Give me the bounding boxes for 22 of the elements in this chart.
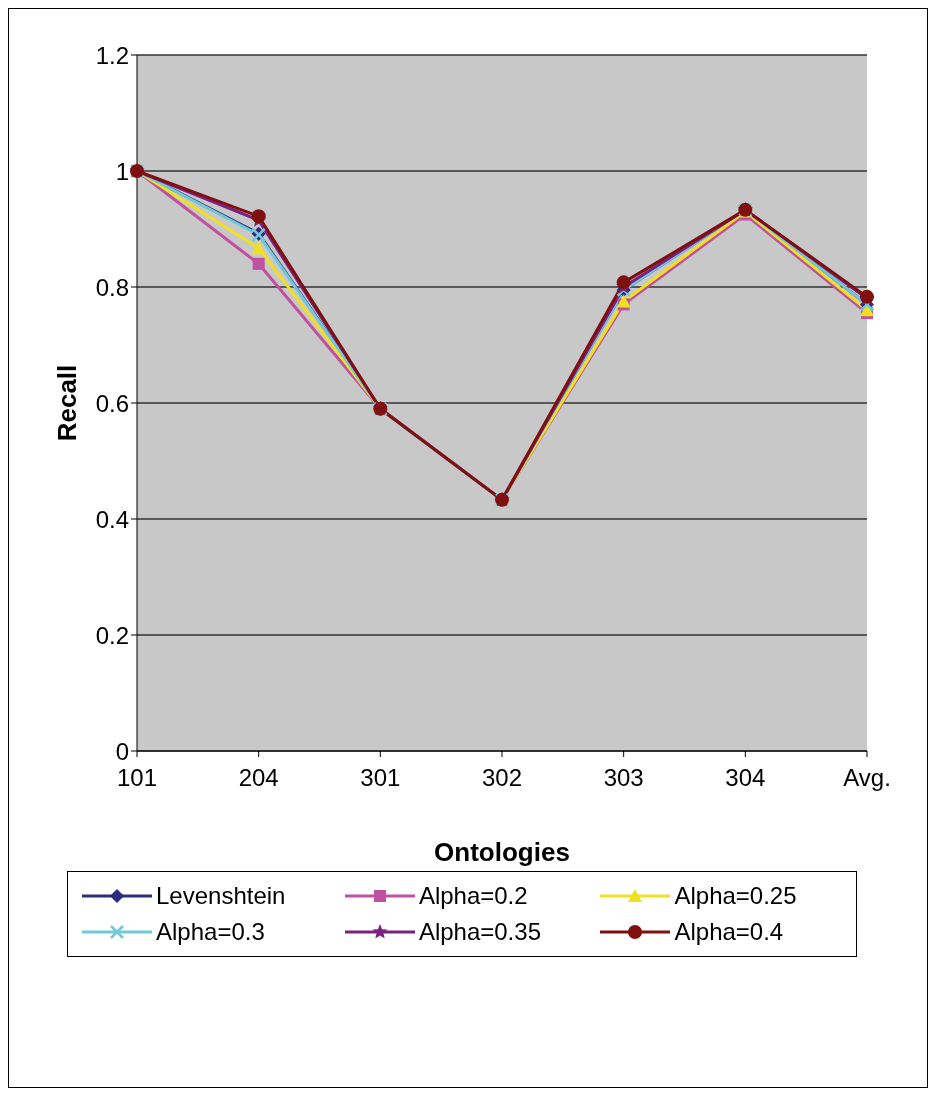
- y-axis-title: Recall: [52, 364, 83, 442]
- x-tick-label: 302: [481, 764, 523, 792]
- legend-label: Alpha=0.2: [418, 882, 528, 910]
- y-tick-label: 1.2: [95, 41, 129, 69]
- legend-label: Alpha=0.35: [418, 918, 541, 946]
- x-tick-label: 204: [238, 764, 279, 792]
- legend-label: Alpha=0.3: [156, 918, 265, 946]
- y-tick-label: 0.4: [95, 505, 129, 533]
- x-tick-label: Avg.: [843, 764, 891, 792]
- x-tick-label: 304: [725, 764, 766, 792]
- x-axis-title: Ontologies: [434, 837, 570, 867]
- x-tick-label: 101: [116, 764, 158, 792]
- legend-label: Alpha=0.4: [674, 918, 784, 946]
- y-tick-label: 0.2: [95, 621, 129, 649]
- y-tick-label: 0.8: [95, 273, 129, 301]
- legend-label: Levenshtein: [156, 882, 286, 910]
- y-tick-label: 0: [115, 737, 129, 765]
- x-tick-label: 301: [360, 764, 401, 792]
- y-tick-label: 1: [115, 157, 129, 185]
- legend-label: Alpha=0.25: [674, 882, 797, 910]
- x-tick-label: 303: [603, 764, 644, 792]
- y-tick-label: 0.6: [95, 389, 129, 417]
